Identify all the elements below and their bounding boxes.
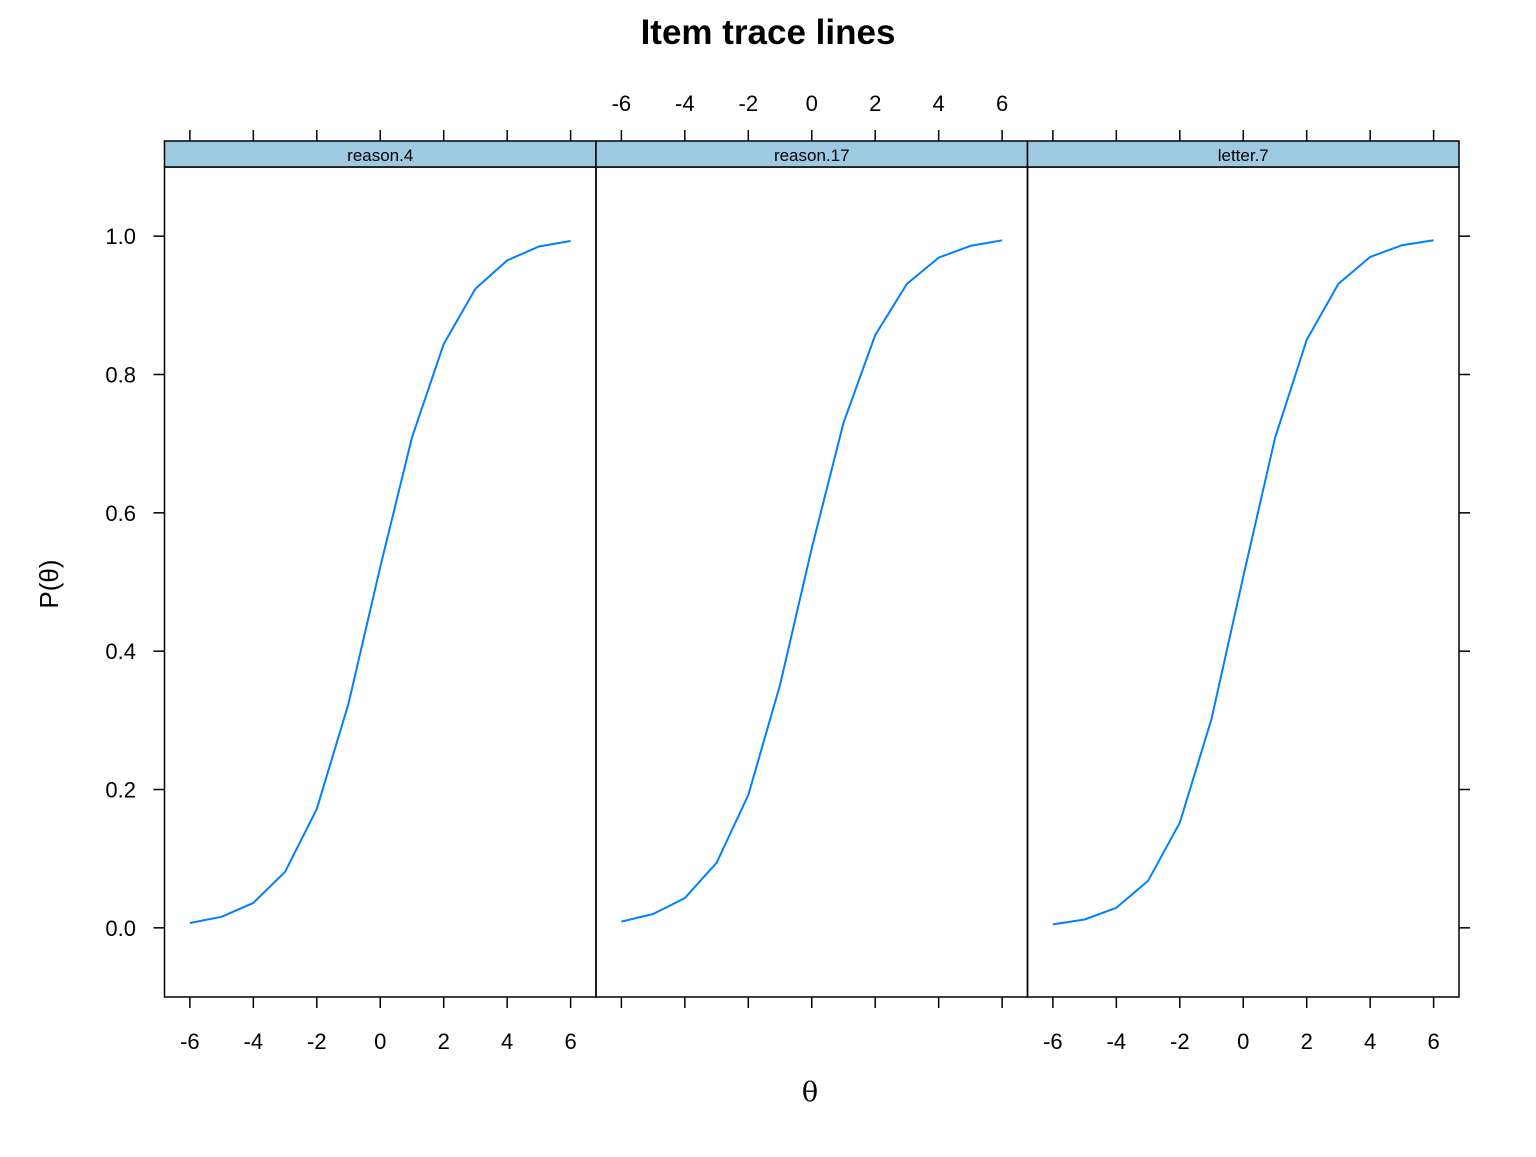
y-tick-label: 0.4 xyxy=(105,639,136,664)
x-tick-label: 4 xyxy=(501,1029,513,1054)
x-tick-label-top: -4 xyxy=(675,91,695,116)
y-tick-label: 1.0 xyxy=(105,224,136,249)
x-tick-label: 2 xyxy=(1301,1029,1313,1054)
x-tick-label: 6 xyxy=(564,1029,576,1054)
x-tick-label-top: 0 xyxy=(806,91,818,116)
x-tick-label-top: 6 xyxy=(996,91,1008,116)
y-tick-label: 0.8 xyxy=(105,363,136,388)
panel-reason.17: reason.17 -6 -4 -2 0 2 4 6 xyxy=(595,91,1029,1008)
trace-line-reason.17 xyxy=(621,239,1003,923)
strip-label: reason.17 xyxy=(774,146,850,165)
x-tick-label: -6 xyxy=(1043,1029,1063,1054)
strip-background xyxy=(1026,140,1460,168)
y-tick-label: 0.2 xyxy=(105,778,136,803)
x-tick-label: -4 xyxy=(1107,1029,1127,1054)
x-tick-label: 6 xyxy=(1427,1029,1439,1054)
x-tick-label: -4 xyxy=(244,1029,264,1054)
strip-label: reason.4 xyxy=(347,146,413,165)
panel-frame xyxy=(595,166,1029,998)
x-axis-label: θ xyxy=(802,1077,818,1108)
trace-line-letter.7 xyxy=(1052,239,1434,926)
y-tick-label: 0.0 xyxy=(105,916,136,941)
strip-background xyxy=(163,140,597,168)
panel-frame xyxy=(1026,166,1460,998)
chart-title: Item trace lines xyxy=(641,13,896,52)
trace-line-reason.4 xyxy=(189,240,571,924)
x-tick-label: 4 xyxy=(1364,1029,1376,1054)
panel-letter.7: letter.7 -6 -4 -2 0 2 4 6 xyxy=(1026,130,1460,1054)
x-tick-label: 2 xyxy=(438,1029,450,1054)
x-tick-label: -2 xyxy=(1170,1029,1190,1054)
y-axis-label: P(θ) xyxy=(34,559,64,608)
strip-label: letter.7 xyxy=(1218,146,1269,165)
x-tick-label-top: 2 xyxy=(869,91,881,116)
panel-reason.4: reason.4 -6 -4 -2 0 2 4 6 xyxy=(163,130,597,1054)
x-tick-label: -2 xyxy=(307,1029,327,1054)
x-tick-label-top: -2 xyxy=(739,91,759,116)
x-tick-label-top: -6 xyxy=(612,91,632,116)
y-tick-label: 0.6 xyxy=(105,501,136,526)
x-tick-label: 0 xyxy=(1237,1029,1249,1054)
x-tick-label: -6 xyxy=(180,1029,200,1054)
panel-frame xyxy=(163,166,597,998)
x-tick-label: 0 xyxy=(374,1029,386,1054)
x-tick-label-top: 4 xyxy=(933,91,945,116)
